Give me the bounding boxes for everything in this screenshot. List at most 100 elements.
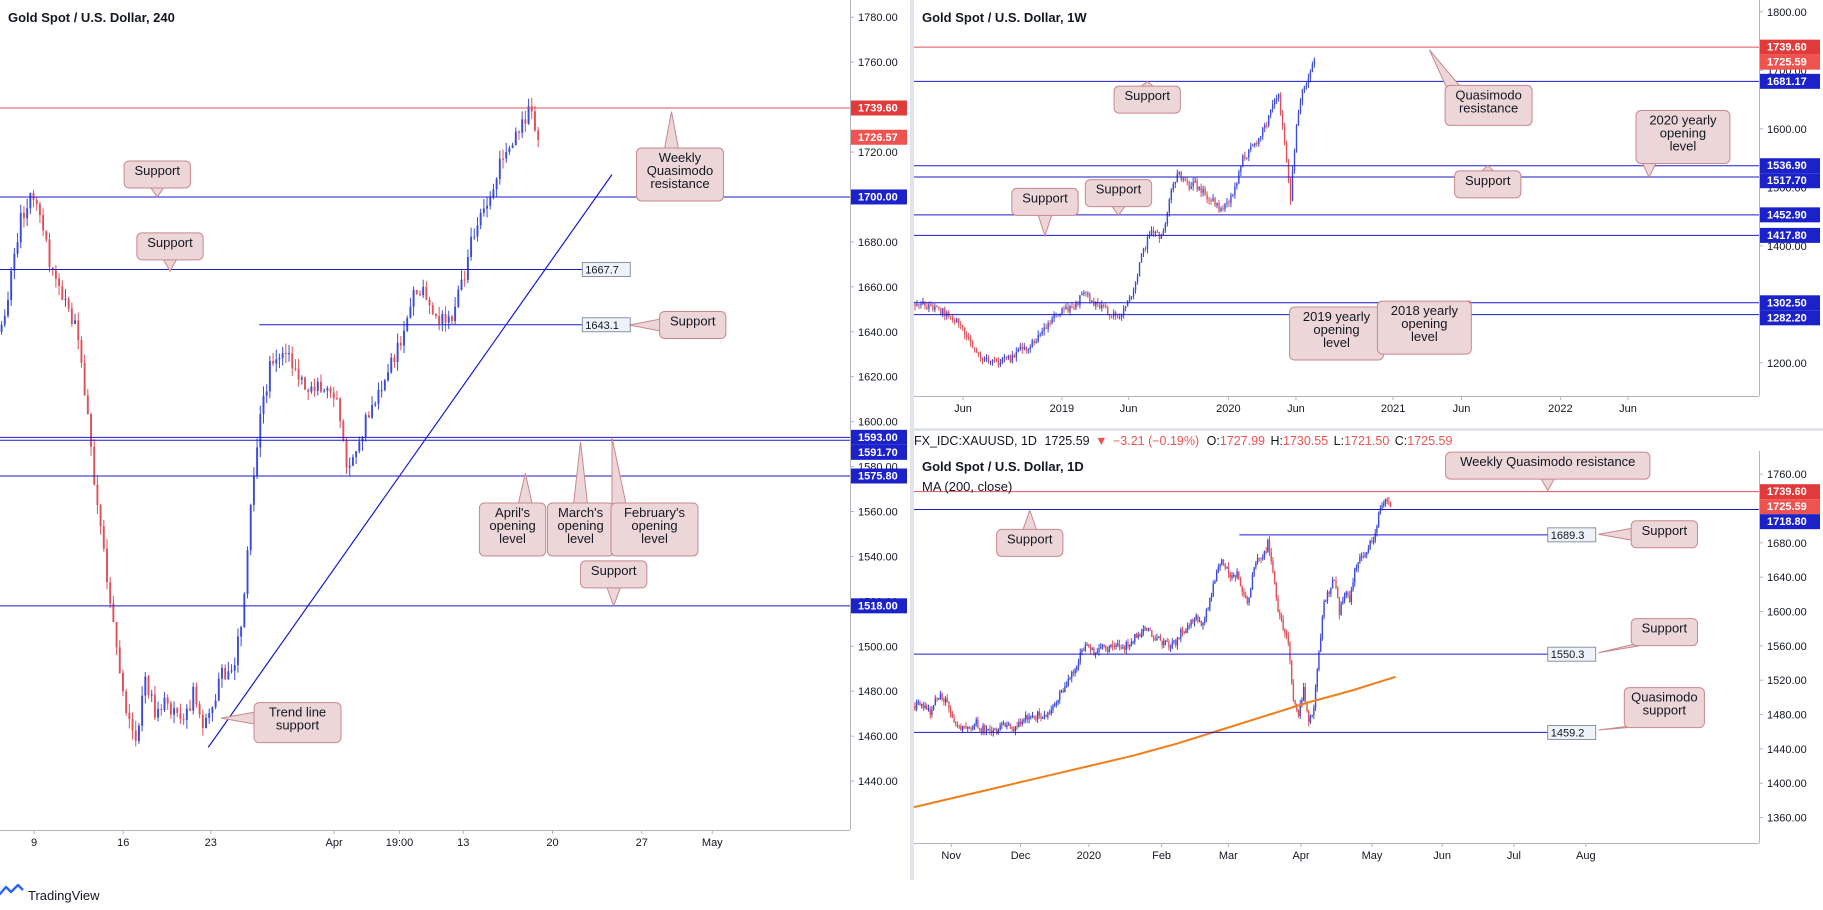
callout-pointer [517,473,533,505]
h4-chart-svg[interactable]: 1440.001460.001480.001500.001520.001540.… [0,0,910,880]
candle-body [1294,700,1296,704]
candle-body [125,691,128,713]
callout-box [1011,187,1079,216]
candle-body [1250,146,1252,150]
callout-text: opening [1313,322,1359,337]
candle-body [927,708,930,710]
candle-body [1122,308,1125,316]
price-tick-label: 1600.00 [858,417,898,429]
header-low: 1721.50 [1344,434,1390,448]
candle-body [1232,194,1234,196]
candle-body [1388,501,1390,503]
candle-body [1303,86,1306,90]
brand-name[interactable]: TradingView [28,888,100,903]
candle-body [304,377,306,390]
pane-divider-horizontal[interactable] [914,428,1823,431]
candle-body [1081,293,1083,296]
callout-text: level [1670,139,1697,154]
candle-body [1174,182,1176,184]
price-tag-last: 1725.59 [1760,54,1820,70]
candle-body [185,708,188,720]
candle-body [434,313,437,317]
candle-body [1076,666,1078,670]
candle-body [1352,582,1354,590]
weekly-chart-svg[interactable]: 1200.001300.001400.001500.001600.001700.… [914,0,1823,428]
candle-body [929,708,931,715]
candle-body [1386,499,1388,502]
candle-body [1127,642,1129,647]
candle-body [968,727,971,729]
callout-text: Support [1465,173,1511,188]
candle-body [1042,717,1044,719]
candle-body [1297,710,1300,717]
price-tag-value: 1518.00 [858,600,898,612]
candle-body [1014,726,1017,731]
candle-body [1019,722,1022,724]
price-tag-support: 1575.80 [851,468,907,484]
candle-body [995,729,998,734]
callout-text: level [641,531,668,546]
candle-body [329,388,332,393]
candle-body [1256,557,1259,563]
price-tag-value: 1593.00 [858,432,898,444]
price-tag-value: 1700.00 [858,191,898,203]
callout-box [1445,451,1651,480]
candle-body [291,353,294,369]
chart-pane-weekly[interactable]: 1200.001300.001400.001500.001600.001700.… [914,0,1823,428]
candle-body [1021,721,1023,724]
candle-body [1306,703,1308,712]
callout-text: 2019 yearly [1303,309,1371,324]
candle-body [195,686,198,705]
candle-body [106,548,108,583]
candle-body [1195,615,1197,619]
candle-body [1120,647,1122,649]
time-tick-label: Jun [1453,403,1471,415]
candle-body [1059,314,1061,316]
candle-body [1159,636,1162,641]
candle-body [1053,704,1056,706]
chart-pane-daily[interactable]: 1360.00 1400.00 1440.00 1480.00 1520.00 1560.… [914,451,1823,880]
price-tag-value: 1681.17 [1767,76,1807,88]
candle-body [1152,230,1155,234]
candle-body [1077,661,1080,667]
daily-chart-svg[interactable]: 1360.00 1400.00 1440.00 1480.00 1520.00 1560.… [914,451,1823,880]
candle-body [403,330,405,346]
pane-divider-vertical[interactable] [910,0,914,880]
candle-body [990,730,993,733]
candle-body [984,725,986,731]
chart-pane-h4[interactable]: 1440.001460.001480.001500.001520.001540.… [0,0,910,880]
candle-body [1035,341,1037,344]
callout-text: Support [1022,190,1068,205]
candle-body [1357,562,1359,568]
candle-body [1031,716,1034,718]
candle-body [518,131,520,133]
candle-body [992,730,994,733]
candle-body [1345,592,1347,596]
price-tag-resistance: 1739.60 [1760,484,1820,500]
candle-body [932,305,934,310]
candle-body [1017,349,1020,352]
price-tag-box [1760,484,1820,500]
candle-body [932,705,935,710]
candle-body [1111,315,1113,317]
candle-body [1308,711,1310,723]
candle-body [1071,306,1073,309]
callout-box [1454,170,1522,199]
price-tick-label: 1600.00 [1767,607,1807,619]
candle-body [1043,327,1045,331]
candle-body [288,353,290,355]
candle-body [466,256,469,280]
candle-body [1205,609,1208,619]
candle-body [1314,687,1317,708]
candle-body [1197,615,1199,622]
callout-text: Support [1124,88,1170,103]
candle-body [1057,699,1059,704]
annotation-callout: Support [580,560,648,608]
candle-body [205,717,207,729]
callout-box [996,528,1064,557]
candle-body [1248,149,1250,158]
price-tag-value: 1417.80 [1767,230,1807,242]
candle-body [1009,724,1012,727]
